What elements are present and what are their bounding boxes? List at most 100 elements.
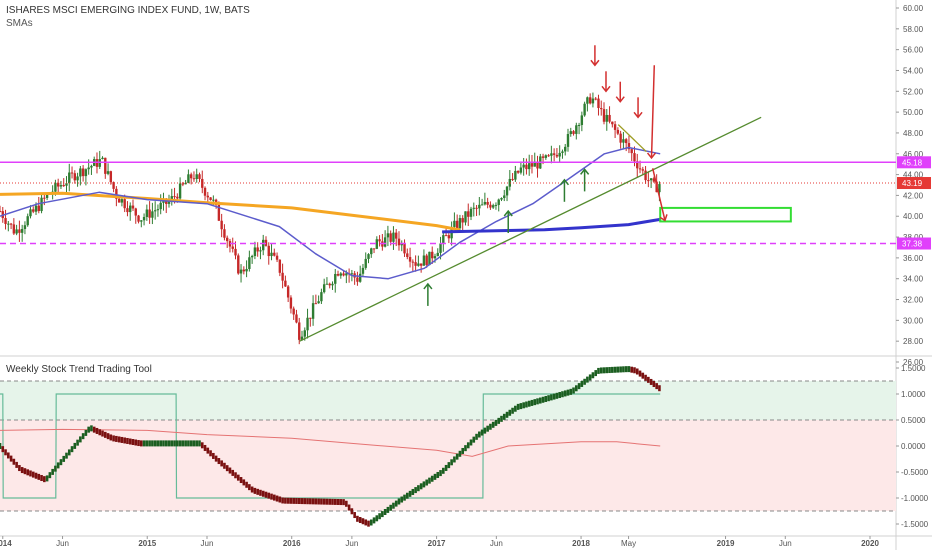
oscillator-trend-mark	[295, 497, 298, 504]
oscillator-trend-mark	[9, 455, 13, 462]
oscillator-trend-mark	[309, 498, 312, 505]
candle-body	[414, 262, 417, 266]
oscillator-trend-mark	[117, 436, 121, 443]
oscillator-trend-mark	[583, 378, 586, 385]
oscillator-trend-mark	[442, 467, 445, 474]
candle-body	[627, 143, 631, 150]
candle-body	[145, 209, 149, 217]
oscillator-trend-mark	[428, 477, 431, 484]
candle-body	[117, 198, 121, 203]
oscillator-trend-mark	[317, 498, 320, 505]
candle-body	[220, 220, 223, 230]
candle-body	[442, 235, 445, 244]
oscillator-trend-mark	[203, 444, 207, 451]
oscillator-trend-mark	[76, 439, 79, 446]
oscillator-trend-mark	[26, 469, 30, 476]
oscillator-trend-mark	[569, 388, 573, 395]
candle-body	[68, 172, 71, 184]
oscillator-trend-mark	[59, 459, 63, 466]
oscillator-trend-mark	[131, 439, 135, 446]
oscillator-trend-mark	[353, 512, 356, 519]
up-arrow-head	[559, 178, 570, 186]
oscillator-trend-mark	[20, 467, 24, 474]
oscillator-trend-mark	[641, 372, 645, 379]
candle-body	[184, 182, 187, 185]
oscillator-trend-mark	[250, 486, 254, 493]
oscillator-trend-mark	[272, 494, 276, 501]
oscillator-trend-mark	[198, 440, 201, 447]
oscillator-trend-mark	[98, 429, 102, 436]
oscillator-trend-mark	[12, 458, 16, 465]
candle-body	[408, 256, 412, 262]
candle-body	[245, 268, 248, 272]
oscillator-trend-mark	[79, 436, 82, 443]
candle-body	[425, 255, 428, 266]
candle-body	[514, 170, 517, 180]
candle-body	[142, 216, 146, 221]
candle-body	[638, 168, 642, 170]
oscillator-trend-mark	[464, 445, 467, 452]
candle-body	[528, 163, 531, 170]
oscillator-trend-mark	[84, 429, 88, 436]
candle-body	[433, 256, 437, 259]
y-tick-label: 48.00	[903, 129, 924, 138]
oscillator-trend-mark	[336, 498, 340, 505]
oscillator-trend-mark	[126, 437, 129, 444]
oscillator-trend-mark	[527, 400, 531, 407]
candle-body	[530, 163, 534, 167]
candle-body	[389, 233, 392, 242]
oscillator-trend-mark	[320, 498, 323, 505]
candle-body	[15, 229, 18, 234]
y-tick-label: 26.00	[903, 358, 924, 367]
candle-body	[611, 121, 614, 125]
candle-body	[176, 196, 179, 199]
oscillator-trend-mark	[245, 481, 248, 488]
up-arrow-head	[423, 282, 433, 290]
oscillator-trend-mark	[414, 487, 417, 494]
oscillator-trend-mark	[342, 499, 345, 506]
candle-body	[225, 237, 229, 242]
oscillator-trend-mark	[658, 385, 661, 392]
oscillator-trend-mark	[137, 440, 140, 447]
y-tick-label: 46.00	[903, 150, 924, 159]
x-tick-label: Jun	[201, 539, 214, 548]
candle-body	[81, 168, 85, 177]
candle-body	[156, 209, 160, 211]
candle-body	[622, 139, 625, 143]
oscillator-trend-mark	[289, 497, 293, 504]
candle-body	[259, 250, 262, 252]
oscillator-trend-mark	[306, 498, 309, 505]
oscillator-trend-mark	[389, 504, 392, 511]
candle-body	[431, 251, 434, 259]
oscillator-trend-mark	[475, 433, 478, 440]
oscillator-trend-mark	[378, 513, 381, 520]
candle-body	[364, 258, 367, 268]
oscillator-trend-mark	[170, 440, 174, 447]
candle-body	[153, 210, 157, 212]
candle-body	[613, 124, 617, 130]
candle-body	[140, 220, 143, 222]
oscillator-trend-mark	[594, 370, 598, 377]
oscillator-trend-mark	[37, 473, 41, 480]
x-tick-label: 2015	[138, 539, 156, 548]
oscillator-trend-mark	[209, 450, 212, 457]
oscillator-trend-mark	[644, 374, 647, 381]
oscillator-trend-mark	[54, 465, 57, 472]
oscillator-trend-mark	[253, 487, 257, 494]
y-tick-label: 42.00	[903, 191, 924, 200]
oscillator-trend-mark	[56, 462, 60, 469]
candle-body	[237, 255, 240, 274]
candle-body	[436, 252, 439, 257]
candle-body	[636, 161, 639, 169]
oscillator-trend-mark	[281, 497, 284, 504]
candle-body	[23, 225, 27, 230]
candle-body	[151, 211, 154, 218]
oscillator-trend-mark	[372, 517, 376, 524]
candle-body	[350, 273, 354, 275]
oscillator-trend-mark	[206, 447, 210, 454]
oscillator-trend-mark	[439, 470, 442, 477]
oscillator-trend-mark	[256, 488, 259, 495]
candle-body	[497, 199, 500, 205]
candle-body	[253, 247, 257, 256]
